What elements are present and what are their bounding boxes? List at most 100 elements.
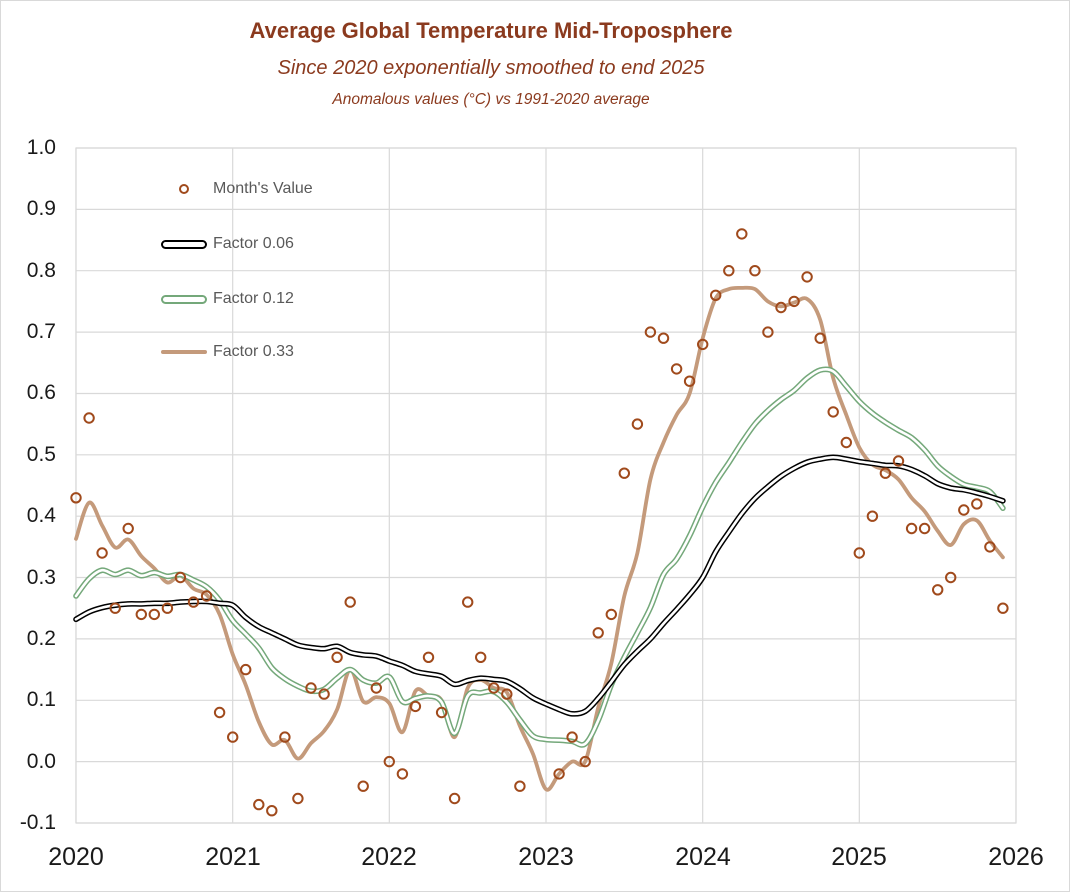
y-tick-label: 0.3 [26,566,56,589]
scatter-point [631,418,644,430]
scatter-marker-icon [179,184,189,194]
plot-border [75,147,1017,824]
series-line-factor-0.12-core [74,368,1005,747]
legend-label: Factor 0.12 [213,290,294,307]
scatter-point [213,706,226,719]
page-title: Average Global Temperature Mid-Troposphe… [249,18,733,43]
scatter-point [83,412,95,424]
scatter-point [383,755,395,768]
chart-subtitle-2: Anomalous values (°C) vs 1991-2020 avera… [332,91,650,108]
scatter-point [122,522,134,535]
y-tick-label: 0.9 [26,197,56,220]
scatter-point [174,571,187,584]
scatter-point [331,651,343,663]
legend-label: Month's Value [213,180,313,197]
scatter-point [879,467,892,479]
scatter-point [736,228,748,240]
x-tick-label: 2026 [988,843,1044,871]
scatter-point [448,792,461,805]
scatter-point [370,682,382,694]
series-line-factor-0.12 [73,366,1006,748]
scatter-point [644,326,657,338]
chart-subtitle: Since 2020 exponentially smoothed to end… [277,57,705,79]
scatter-point [958,504,970,516]
scatter-point [396,768,409,780]
scatter-point [592,627,604,639]
scatter-point [775,301,787,314]
legend-item-months-value: Month's Value [161,178,313,200]
scatter-point [161,602,174,614]
scatter-point [697,338,709,351]
scatter-point [148,608,161,621]
scatter-point [501,688,513,700]
scatter-point [305,682,317,694]
y-tick-label: 0.5 [26,443,56,466]
scatter-point [618,467,630,479]
legend-item-factor-012: Factor 0.12 [161,288,294,310]
legend-item-factor-006: Factor 0.06 [161,233,294,255]
series-line-factor-0.06-core [74,455,1005,716]
scatter-point [605,608,617,621]
y-tick-label: 0.7 [26,320,56,343]
scatter-point [70,492,82,504]
scatter-point [435,706,448,719]
scatter-point [266,805,278,817]
line-swatch-factor-033-icon [161,350,207,354]
legend-item-factor-033: Factor 0.33 [161,341,294,363]
scatter-point [344,596,356,608]
y-tick-label: 0.1 [26,688,56,711]
scatter-point [227,731,239,743]
scatter-point [409,700,422,713]
y-tick-label: 0.4 [26,504,56,527]
scatter-point [200,590,213,602]
scatter-point [96,547,108,559]
x-tick-label: 2024 [675,843,731,871]
scatter-point [462,596,474,608]
series-line-factor-0.33 [74,285,1005,792]
scatter-point [801,271,813,283]
line-swatch-factor-012-icon [161,294,207,304]
y-tick-label: -0.1 [19,811,56,834]
scatter-point [253,798,265,811]
scatter-point [749,265,761,277]
scatter-point [109,602,121,614]
scatter-point [984,541,996,553]
scatter-point [945,571,957,584]
scatter-point [357,780,369,792]
scatter-point [657,332,670,344]
scatter-point [318,688,330,700]
legend-label: Factor 0.06 [213,235,294,252]
scatter-point [997,602,1009,614]
scatter-point [840,436,852,449]
scatter-point [475,651,487,663]
x-tick-label: 2020 [48,843,104,871]
scatter-point [762,326,774,338]
scatter-point [723,265,735,277]
x-tick-label: 2022 [361,843,417,871]
scatter-point [488,682,500,694]
legend-label: Factor 0.33 [213,343,294,360]
y-tick-label: 0.2 [26,627,56,650]
scatter-point [135,608,148,621]
y-tick-label: 0.0 [26,750,56,773]
scatter-point [932,584,944,596]
scatter-point [187,596,200,608]
scatter-point [710,289,722,301]
x-tick-label: 2025 [831,843,887,871]
scatter-point [918,522,931,535]
series-line-factor-0.06 [73,454,1006,717]
line-swatch-factor-006-icon [161,239,207,249]
scatter-point [279,731,291,743]
scatter-point [579,755,591,768]
scatter-point [971,498,983,510]
y-tick-label: 1.0 [26,136,56,159]
scatter-point [788,295,800,308]
scatter-point [683,375,696,387]
scatter-point [422,651,435,663]
scatter-point [827,406,839,418]
scatter-point [240,663,252,676]
scatter-point [866,510,879,522]
scatter-point [292,792,304,805]
